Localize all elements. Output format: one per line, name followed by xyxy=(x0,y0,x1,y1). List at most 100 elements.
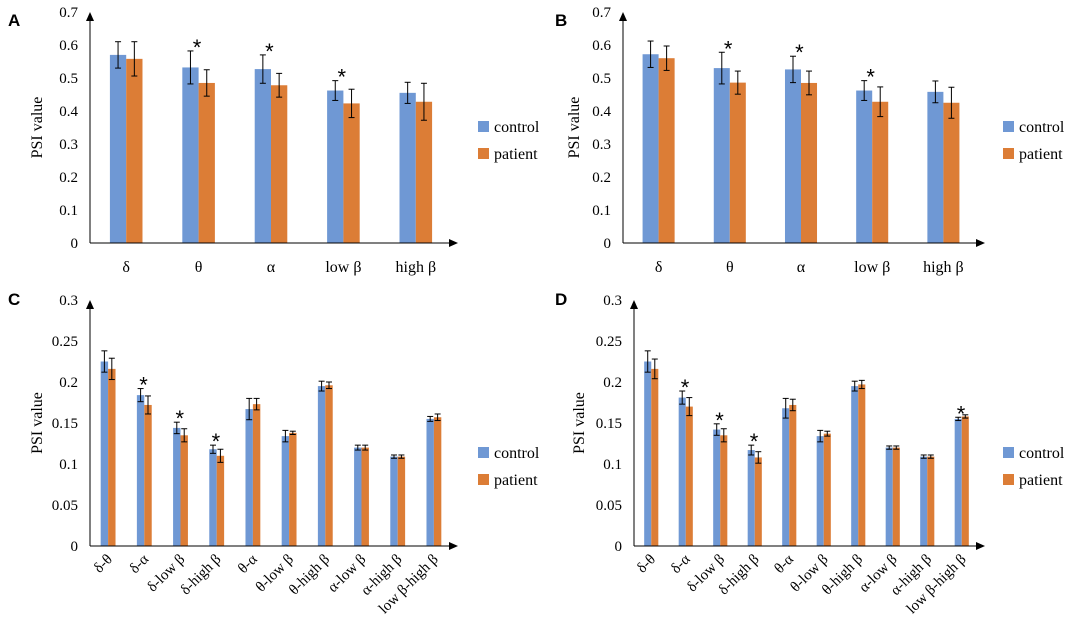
significance-star: * xyxy=(715,408,724,433)
legend-label-patient: patient xyxy=(494,472,538,489)
x-tick-label: θ-α xyxy=(235,551,261,577)
bar-patient-2 xyxy=(198,82,215,243)
x-axis-arrow xyxy=(449,542,458,550)
legend-label-patient: patient xyxy=(494,146,538,163)
bar-patient-1 xyxy=(126,58,143,243)
bar-control-3 xyxy=(254,69,271,243)
y-tick-label: 0.05 xyxy=(596,498,622,514)
bar-control-8 xyxy=(354,447,362,546)
bar-patient-3 xyxy=(180,435,188,546)
bar-control-4 xyxy=(747,450,755,546)
panel-letter: C xyxy=(8,290,20,309)
bar-control-9 xyxy=(390,456,398,546)
y-tick-label: 0.3 xyxy=(59,137,78,153)
y-tick-label: 0.3 xyxy=(603,293,622,309)
bar-control-4 xyxy=(327,90,344,243)
x-tick-label: δ xyxy=(122,259,130,276)
bar-patient-7 xyxy=(858,384,866,546)
bar-patient-8 xyxy=(892,447,900,546)
panel-letter: A xyxy=(8,11,20,30)
significance-star: * xyxy=(724,36,733,61)
y-tick-label: 0.6 xyxy=(592,38,611,54)
x-tick-label: δ-θ xyxy=(634,552,659,577)
y-axis-arrow xyxy=(86,300,94,309)
significance-star: * xyxy=(866,65,875,90)
y-axis-arrow xyxy=(630,300,638,309)
y-axis-label: PSI value xyxy=(29,97,46,159)
bar-control-7 xyxy=(317,386,326,546)
bar-control-2 xyxy=(182,67,199,243)
bar-patient-5 xyxy=(943,102,960,243)
y-axis-label: PSI value xyxy=(571,392,588,454)
x-tick-label: δ-θ xyxy=(91,552,116,577)
bar-control-2 xyxy=(713,68,730,243)
legend-label-control: control xyxy=(494,445,540,462)
legend-swatch-patient xyxy=(478,474,489,485)
y-tick-label: 0.2 xyxy=(59,375,78,391)
legend-label-control: control xyxy=(494,119,540,136)
panel-a: A 0 0.1 0.2 0.3 0.4 0.5 0.6 0.7 PSI value δ * θ * α * lo… xyxy=(8,5,540,276)
x-tick-label: δ-α xyxy=(127,551,153,577)
y-tick-label: 0.7 xyxy=(59,5,78,21)
bar-patient-5 xyxy=(789,404,797,546)
bar-patient-10 xyxy=(961,416,969,546)
bar-patient-1 xyxy=(651,368,659,546)
x-tick-label: α xyxy=(267,259,276,276)
y-tick-label: 0 xyxy=(604,236,612,252)
bar-patient-3 xyxy=(801,82,818,243)
bar-patient-3 xyxy=(271,85,288,243)
y-tick-label: 0.5 xyxy=(59,71,78,87)
legend-label-control: control xyxy=(1019,445,1065,462)
significance-star: * xyxy=(795,40,804,65)
legend-label-control: control xyxy=(1019,119,1065,136)
y-tick-label: 0.3 xyxy=(59,293,78,309)
y-tick-label: 0.1 xyxy=(59,203,78,219)
bar-patient-4 xyxy=(343,103,360,243)
bar-control-10 xyxy=(954,418,962,546)
bar-patient-1 xyxy=(658,58,675,244)
legend-swatch-control xyxy=(1003,121,1014,132)
bar-control-2 xyxy=(678,397,686,546)
panel-letter: D xyxy=(555,290,567,309)
y-tick-label: 0.25 xyxy=(596,334,622,350)
bar-control-1 xyxy=(644,361,652,546)
bar-control-5 xyxy=(245,409,253,546)
bar-patient-9 xyxy=(397,456,406,546)
x-tick-label: high β xyxy=(396,259,437,276)
x-axis-arrow xyxy=(976,542,985,550)
significance-star: * xyxy=(681,375,690,400)
bar-patient-5 xyxy=(415,101,433,243)
significance-star: * xyxy=(957,401,966,426)
bar-patient-10 xyxy=(433,417,442,546)
significance-star: * xyxy=(139,373,148,398)
x-tick-label: θ xyxy=(726,259,734,276)
x-tick-label: δ-high β xyxy=(178,552,225,599)
significance-star: * xyxy=(265,39,274,64)
bar-control-6 xyxy=(281,436,290,546)
y-tick-label: 0.15 xyxy=(52,416,78,432)
legend-swatch-control xyxy=(478,121,489,132)
y-axis-label: PSI value xyxy=(29,392,46,454)
y-tick-label: 0.3 xyxy=(592,137,611,153)
significance-star: * xyxy=(337,65,346,90)
bar-control-8 xyxy=(885,447,893,546)
bar-patient-6 xyxy=(289,432,297,546)
y-axis-arrow xyxy=(86,12,94,21)
panel-letter: B xyxy=(555,11,567,30)
y-tick-label: 0.1 xyxy=(603,457,622,473)
legend-swatch-patient xyxy=(1003,148,1014,159)
bar-patient-4 xyxy=(754,457,762,546)
significance-star: * xyxy=(212,429,221,454)
bar-patient-9 xyxy=(927,456,935,546)
bar-patient-1 xyxy=(108,368,116,546)
x-tick-label: δ xyxy=(655,259,663,276)
x-axis-arrow xyxy=(976,239,985,247)
y-axis-arrow xyxy=(619,12,627,21)
bar-control-1 xyxy=(100,361,109,546)
legend-swatch-patient xyxy=(1003,474,1014,485)
panel-b: B 0 0.1 0.2 0.3 0.4 0.5 0.6 0.7 PSI value δ * θ * α * lo… xyxy=(555,5,1065,276)
bar-control-5 xyxy=(927,91,944,243)
x-tick-label: θ-α xyxy=(772,551,798,577)
bar-control-10 xyxy=(426,418,434,546)
